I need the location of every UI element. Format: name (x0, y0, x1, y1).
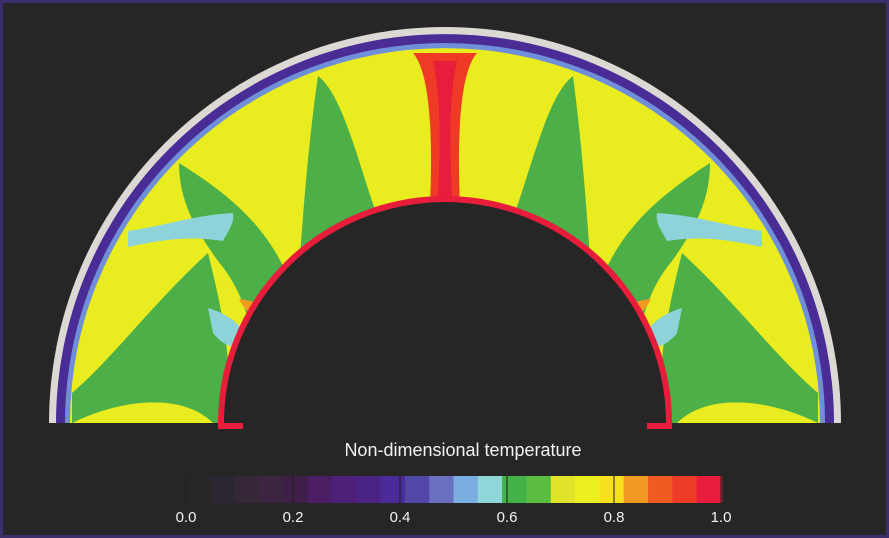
tick-label-0-4: 0.4 (389, 509, 411, 526)
colorbar-segment (648, 476, 674, 503)
colorbar-segment (672, 476, 698, 503)
colorbar-segment (550, 476, 577, 503)
colorbar-segment (283, 476, 309, 503)
colorbar-segment (307, 476, 334, 503)
colorbar-segment (526, 476, 552, 503)
colorbar-title: Non-dimensional temperature (344, 440, 582, 460)
mantle-annulus (49, 27, 841, 429)
interior-temperature-field (70, 48, 820, 424)
colorbar-segment (453, 476, 479, 503)
colorbar-segment (696, 476, 723, 503)
colorbar-segment (356, 476, 382, 503)
colorbar-segment (575, 476, 601, 503)
colorbar-segment (429, 476, 455, 503)
cyan-pocket-right (656, 213, 762, 247)
colorbar-segment (477, 476, 504, 503)
colorbar (185, 476, 723, 503)
cool-plume-left (72, 253, 230, 423)
colorbar-segments (186, 476, 723, 503)
colorbar-segment (404, 476, 431, 503)
colorbar-segment (210, 476, 236, 503)
colorbar-segment (380, 476, 407, 503)
temperature-field-plot (49, 27, 841, 503)
cool-plume-right (660, 253, 818, 423)
colorbar-segment (599, 476, 625, 503)
colorbar-segment (502, 476, 528, 503)
tick-label-0-8: 0.8 (603, 509, 625, 526)
colorbar-segment (258, 476, 285, 503)
colorbar-segment (186, 476, 212, 503)
tick-label-0-6: 0.6 (496, 509, 518, 526)
colorbar-segment (234, 476, 261, 503)
colorbar-segment (331, 476, 358, 503)
cyan-pocket-left (128, 213, 234, 247)
colorbar-segment (623, 476, 650, 503)
hot-plume-core (433, 61, 457, 213)
tick-label-0-0: 0.0 (175, 509, 197, 526)
tick-label-1-0: 1.0 (710, 509, 732, 526)
inner-core-void (224, 202, 666, 423)
colorbar-ticks (185, 476, 722, 503)
tick-label-0-2: 0.2 (282, 509, 304, 526)
